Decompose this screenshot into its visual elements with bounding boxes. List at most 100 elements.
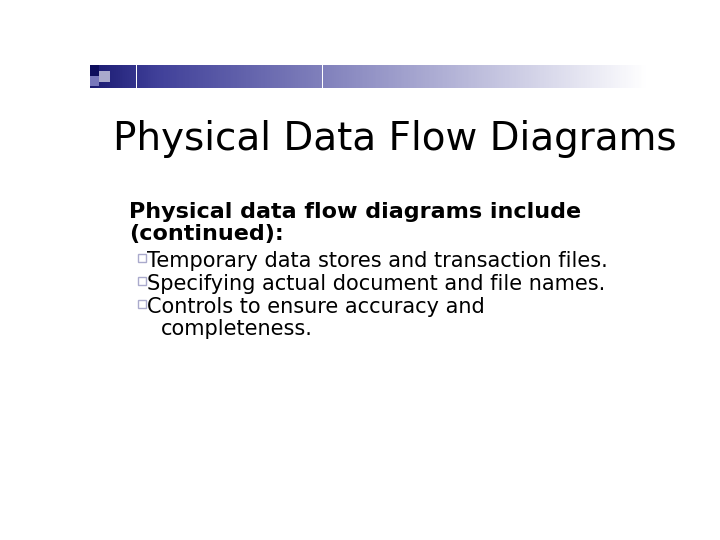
Bar: [155, 65, 157, 88]
Bar: [105, 65, 107, 88]
Bar: [235, 65, 237, 88]
Bar: [460, 65, 462, 88]
Bar: [510, 65, 512, 88]
Bar: [237, 65, 239, 88]
Bar: [90, 65, 99, 76]
Bar: [332, 65, 333, 88]
Bar: [615, 65, 616, 88]
Bar: [112, 65, 114, 88]
Bar: [557, 65, 559, 88]
Bar: [587, 65, 588, 88]
Bar: [601, 65, 603, 88]
Bar: [473, 65, 475, 88]
Bar: [324, 65, 326, 88]
Bar: [436, 65, 438, 88]
Bar: [520, 65, 521, 88]
Bar: [399, 65, 400, 88]
Bar: [307, 65, 310, 88]
Bar: [248, 65, 250, 88]
Bar: [431, 65, 432, 88]
Bar: [477, 65, 479, 88]
Bar: [302, 65, 304, 88]
Text: Specifying actual document and file names.: Specifying actual document and file name…: [148, 274, 606, 294]
Bar: [170, 65, 172, 88]
Bar: [189, 65, 190, 88]
Bar: [508, 65, 510, 88]
Bar: [575, 65, 577, 88]
Bar: [539, 65, 540, 88]
Bar: [258, 65, 259, 88]
Bar: [400, 65, 402, 88]
Bar: [629, 65, 631, 88]
Bar: [482, 65, 485, 88]
Bar: [529, 65, 531, 88]
Bar: [512, 65, 514, 88]
Bar: [393, 65, 395, 88]
Bar: [317, 65, 319, 88]
Bar: [481, 65, 482, 88]
Bar: [256, 65, 258, 88]
Bar: [300, 65, 302, 88]
Bar: [284, 65, 285, 88]
Bar: [549, 65, 552, 88]
Bar: [125, 65, 127, 88]
Bar: [213, 65, 215, 88]
Bar: [607, 65, 609, 88]
Bar: [144, 65, 145, 88]
Bar: [351, 65, 352, 88]
Bar: [568, 65, 570, 88]
Bar: [405, 65, 406, 88]
Bar: [440, 65, 441, 88]
Bar: [330, 65, 332, 88]
Bar: [392, 65, 393, 88]
Bar: [377, 65, 378, 88]
Bar: [263, 65, 265, 88]
Bar: [622, 65, 624, 88]
Bar: [397, 65, 399, 88]
Bar: [536, 65, 539, 88]
Bar: [454, 65, 456, 88]
Bar: [559, 65, 561, 88]
Bar: [328, 65, 330, 88]
Bar: [633, 65, 635, 88]
Bar: [542, 65, 544, 88]
Bar: [523, 65, 526, 88]
Bar: [90, 65, 92, 88]
Bar: [243, 65, 244, 88]
Bar: [485, 65, 486, 88]
Bar: [577, 65, 579, 88]
Bar: [373, 65, 374, 88]
Bar: [110, 65, 112, 88]
Bar: [579, 65, 581, 88]
Bar: [94, 65, 96, 88]
Bar: [453, 65, 454, 88]
Bar: [99, 65, 101, 88]
Bar: [371, 65, 373, 88]
Bar: [259, 65, 261, 88]
Bar: [103, 65, 105, 88]
Bar: [354, 65, 356, 88]
Bar: [552, 65, 553, 88]
Bar: [527, 65, 529, 88]
Bar: [118, 65, 120, 88]
Bar: [244, 65, 246, 88]
Bar: [641, 65, 642, 88]
Bar: [444, 65, 445, 88]
Bar: [226, 65, 228, 88]
Bar: [427, 65, 428, 88]
Bar: [120, 65, 122, 88]
Bar: [109, 65, 110, 88]
Bar: [310, 65, 311, 88]
Bar: [574, 65, 575, 88]
Bar: [494, 65, 495, 88]
Bar: [287, 65, 289, 88]
Bar: [343, 65, 345, 88]
Bar: [553, 65, 555, 88]
Bar: [224, 65, 226, 88]
Bar: [581, 65, 583, 88]
Bar: [114, 65, 116, 88]
Bar: [367, 65, 369, 88]
Bar: [514, 65, 516, 88]
Bar: [572, 65, 574, 88]
Bar: [137, 65, 138, 88]
